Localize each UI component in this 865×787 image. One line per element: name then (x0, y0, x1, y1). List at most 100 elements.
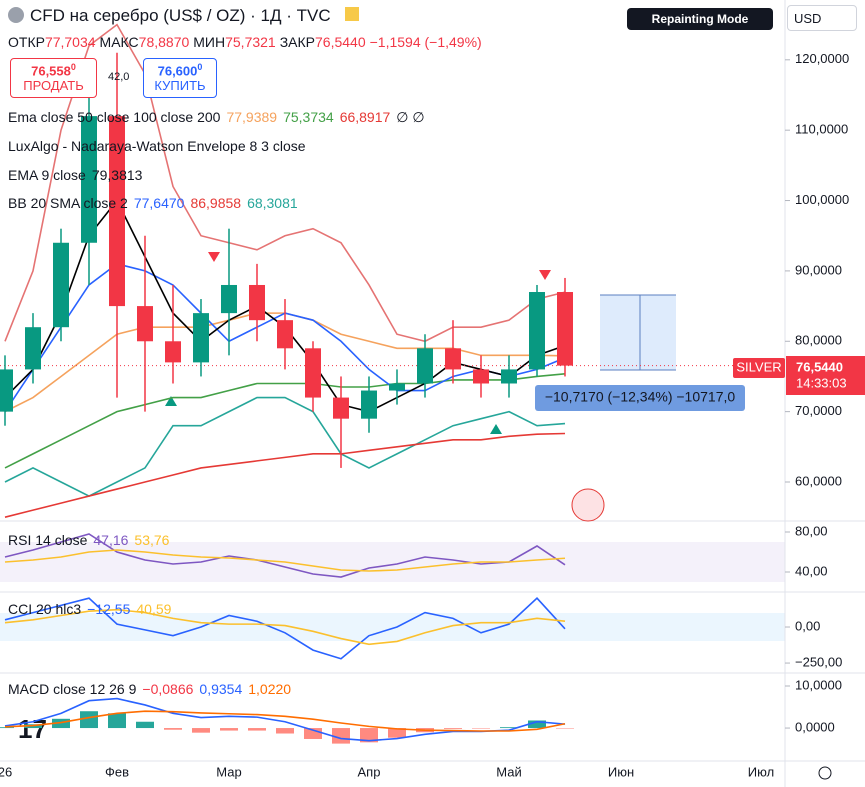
star-icon[interactable] (345, 7, 360, 21)
x-tick-label: Фев (105, 764, 129, 779)
legend-readout: 47,16 (93, 532, 129, 548)
repaint-badge: Repainting Mode Enabled (627, 8, 773, 48)
candle-body (473, 369, 489, 384)
y-tick-label: 40,00 (795, 563, 828, 578)
measure-area (600, 295, 676, 370)
histogram-bar (276, 728, 294, 734)
legend-label: RSI 14 close (8, 532, 88, 548)
legend-readout: 75,3734 (283, 109, 334, 125)
signal-marker (165, 396, 177, 406)
y-tick-label: 100,0000 (795, 192, 849, 207)
legend-ema[interactable]: Ema close 50 close 100 close 200 77,9389 7… (8, 109, 431, 126)
cci-band (0, 613, 785, 641)
legend-readout: 86,9858 (190, 195, 242, 211)
price-tag-price: 76,5440 (796, 359, 843, 374)
candle-body (417, 348, 433, 384)
candle-body (361, 390, 377, 419)
legend-macd[interactable]: MACD close 12 26 9 −0,0866 0,9354 1,0220 (8, 681, 297, 697)
ohlc-value: 76,5440 (315, 34, 366, 50)
ohlc-label: МИН (193, 34, 226, 50)
candle-body (249, 284, 265, 321)
series-line (4, 549, 566, 572)
ohlc-value: 78,8870 (138, 34, 190, 50)
legend-label: CCI 20 hlc3 (8, 601, 82, 617)
ohlc-label: ЗАКР (279, 34, 316, 50)
ohlc-change: −1,1594 (−1,49%) (369, 34, 482, 50)
buy-price: 76,600 (157, 63, 198, 79)
price-tag (786, 356, 865, 395)
candle-body (389, 383, 405, 391)
candle-body (501, 369, 517, 384)
sell-sup: 0 (70, 62, 76, 72)
legend-readout: 68,3081 (247, 195, 298, 211)
histogram-bar (556, 728, 574, 729)
candle-body (0, 369, 13, 412)
signal-marker (208, 252, 220, 262)
histogram-bar (192, 728, 210, 733)
y-tick-label: 0,00 (795, 618, 820, 633)
series-line (4, 432, 566, 518)
x-tick-label: Июл (748, 764, 774, 779)
y-tick-label: 80,00 (795, 523, 828, 538)
series-line (4, 23, 566, 343)
histogram-bar (136, 721, 154, 729)
candle-body (137, 306, 153, 342)
candle-body (445, 348, 461, 370)
legend-tail: ∅ ∅ (396, 109, 425, 125)
ohlc-label: МАКС (99, 34, 139, 50)
buy-label: КУПИТЬ (154, 78, 206, 94)
legend-bb[interactable]: BB 20 SMA close 2 77,6470 86,9858 68,3081 (8, 195, 304, 211)
legend-label: MACD close 12 26 9 (8, 681, 137, 697)
symbol-title[interactable]: CFD на серебро (US$ / OZ) · 1Д · TVC (30, 6, 331, 25)
measure-label: −10,7170 (−12,34%) −10717,0 (545, 389, 736, 405)
sell-button[interactable]: 76,5580 ПРОДАТЬ (10, 58, 97, 98)
candle-body (557, 292, 573, 366)
legend-readout: 77,9389 (226, 109, 278, 125)
candle-body (165, 341, 181, 363)
legend-rsi[interactable]: RSI 14 close 47,16 53,76 (8, 532, 175, 548)
legend-label: Ema close 50 close 100 close 200 (8, 109, 221, 125)
legend-label: LuxAlgo - Nadaraya-Watson Envelope 8 3 c… (8, 138, 306, 154)
price-tag-countdown: 14:33:03 (796, 375, 847, 390)
y-tick-label: 70,0000 (795, 403, 842, 418)
series-line (4, 608, 566, 646)
settings-icon[interactable] (818, 766, 832, 780)
legend-cci[interactable]: CCI 20 hlc3 −12,55 40,59 (8, 601, 177, 617)
histogram-bar (0, 727, 14, 729)
legend-readout: 40,59 (136, 601, 172, 617)
candle-body (53, 242, 69, 328)
flag-icon[interactable] (571, 488, 605, 522)
legend-envelope[interactable]: LuxAlgo - Nadaraya-Watson Envelope 8 3 c… (8, 138, 312, 154)
header-title-row: CFD на серебро (US$ / OZ) · 1Д · TVC (8, 6, 360, 26)
candle-body (333, 397, 349, 419)
y-tick-label: 10,0000 (795, 677, 842, 692)
x-tick-label: Мар (216, 764, 241, 779)
legend-readout: 0,9354 (199, 681, 243, 697)
x-tick-label: 26 (0, 764, 12, 779)
legend-readout: −12,55 (87, 601, 131, 617)
legend-readout: 1,0220 (248, 681, 292, 697)
legend-ema9[interactable]: EMA 9 close 79,3813 (8, 167, 148, 183)
histogram-bar (248, 728, 266, 731)
legend-label: EMA 9 close (8, 167, 86, 183)
candle-body (109, 116, 125, 307)
candle-body (193, 313, 209, 363)
legend-readout: −0,0866 (142, 681, 194, 697)
candle-body (277, 320, 293, 349)
symbol-logo (8, 7, 24, 23)
currency-select[interactable]: USD (787, 5, 857, 31)
histogram-bar (500, 727, 518, 729)
buy-button[interactable]: 76,6000 КУПИТЬ (143, 58, 217, 98)
histogram-bar (304, 728, 322, 739)
y-tick-label: 120,0000 (795, 51, 849, 66)
histogram-bar (220, 728, 238, 731)
histogram-bar (528, 720, 546, 729)
series-line (4, 373, 566, 469)
histogram-bar (472, 728, 490, 729)
y-tick-label: 110,0000 (795, 122, 848, 137)
histogram-bar (332, 728, 350, 744)
candle-body (25, 327, 41, 370)
y-tick-label: 80,0000 (795, 333, 842, 348)
